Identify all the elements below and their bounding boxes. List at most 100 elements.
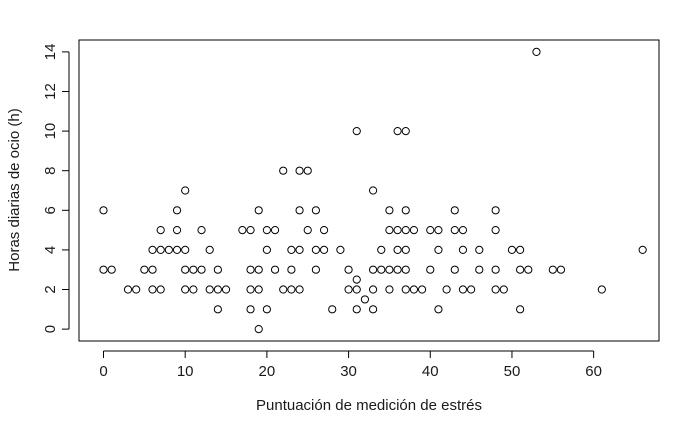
x-axis: 0 10 20 30 40 50 60: [99, 350, 602, 380]
data-point: [385, 206, 394, 215]
data-point: [417, 285, 427, 294]
data-point: [254, 265, 263, 274]
x-tick-label: 40: [422, 363, 439, 380]
data-point: [246, 226, 255, 235]
data-point: [344, 265, 353, 274]
data-point: [99, 265, 108, 274]
data-point: [450, 226, 459, 235]
data-point: [393, 265, 402, 274]
data-point: [254, 285, 263, 294]
data-point: [319, 245, 329, 255]
data-point: [385, 265, 394, 274]
data-point: [426, 265, 435, 274]
data-point: [238, 226, 247, 235]
data-point: [205, 245, 214, 255]
data-point: [107, 265, 116, 274]
data-point: [352, 126, 361, 136]
data-point: [434, 245, 443, 255]
data-point: [385, 285, 394, 294]
data-point: [499, 285, 508, 294]
data-point: [295, 166, 304, 175]
data-point: [475, 265, 484, 274]
data-point: [409, 226, 419, 235]
y-tick-label: 10: [42, 123, 59, 140]
data-point: [270, 226, 280, 235]
data-point: [197, 226, 206, 235]
y-tick-label: 4: [42, 246, 59, 254]
data-point: [328, 305, 337, 314]
data-point: [507, 245, 517, 255]
data-point: [409, 285, 419, 294]
data-point: [295, 245, 304, 255]
y-axis-title: Horas diarias de ocio (h): [6, 108, 23, 271]
data-point: [401, 245, 410, 255]
x-tick-label: 10: [177, 363, 194, 380]
data-point: [368, 265, 378, 274]
data-point: [213, 305, 222, 314]
data-point: [556, 265, 566, 274]
y-tick-label: 6: [42, 206, 59, 214]
data-point: [458, 245, 468, 255]
data-point: [181, 245, 190, 255]
data-point: [287, 285, 296, 294]
data-point: [287, 265, 296, 274]
data-point: [213, 265, 222, 274]
x-tick-label: 30: [340, 363, 357, 380]
data-point: [368, 305, 378, 314]
data-point: [172, 206, 182, 215]
y-tick-label: 12: [42, 83, 59, 100]
data-point: [450, 206, 459, 215]
data-point: [377, 245, 386, 255]
data-point: [254, 325, 263, 334]
data-point: [434, 305, 443, 314]
data-point: [262, 305, 271, 314]
data-point: [401, 206, 410, 215]
data-point: [311, 206, 321, 215]
data-point: [303, 226, 312, 235]
data-point: [352, 275, 361, 284]
data-point: [532, 47, 541, 56]
data-point: [368, 285, 378, 294]
data-point: [434, 226, 443, 235]
data-point: [123, 285, 133, 294]
data-point: [524, 265, 533, 274]
data-point: [156, 285, 165, 294]
y-tick-label: 8: [42, 167, 59, 175]
data-point: [205, 285, 214, 294]
data-point: [279, 285, 288, 294]
data-point: [426, 226, 435, 235]
data-point: [164, 245, 173, 255]
data-point: [295, 285, 304, 294]
x-tick-label: 0: [99, 363, 107, 380]
data-point: [393, 245, 402, 255]
data-points: [99, 47, 647, 334]
data-point: [458, 226, 468, 235]
data-point: [393, 126, 402, 136]
data-point: [368, 186, 378, 195]
x-tick-label: 60: [585, 363, 602, 380]
x-tick-label: 20: [259, 363, 276, 380]
data-point: [352, 285, 361, 294]
data-point: [516, 265, 525, 274]
data-point: [352, 305, 361, 314]
data-point: [458, 285, 468, 294]
data-point: [197, 265, 206, 274]
data-point: [156, 245, 165, 255]
data-point: [491, 206, 500, 215]
data-point: [156, 226, 165, 235]
data-point: [401, 285, 410, 294]
y-axis: 0 2 4 6 8 10 12 14: [42, 44, 70, 333]
data-point: [336, 245, 345, 255]
data-point: [132, 285, 141, 294]
data-point: [189, 265, 198, 274]
data-point: [360, 295, 370, 304]
data-point: [172, 245, 182, 255]
data-point: [148, 245, 157, 255]
data-point: [548, 265, 557, 274]
data-point: [287, 245, 296, 255]
data-point: [401, 226, 410, 235]
y-tick-label: 0: [42, 325, 59, 333]
data-point: [475, 245, 484, 255]
data-point: [385, 226, 394, 235]
